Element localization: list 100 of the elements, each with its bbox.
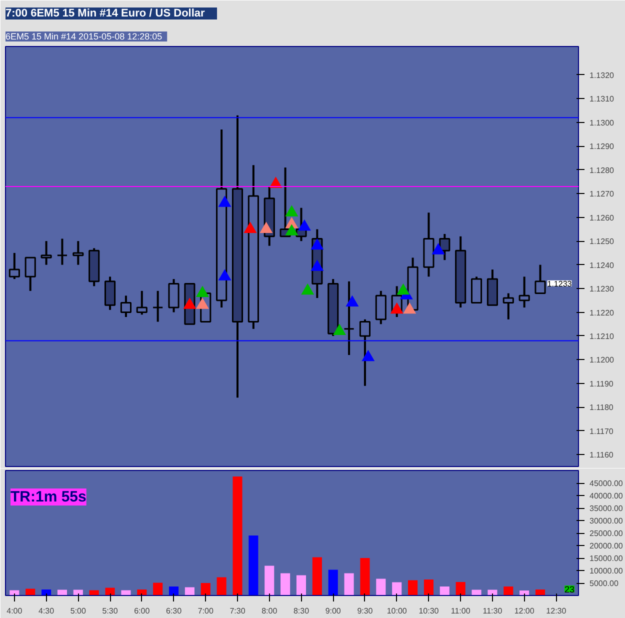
chart-subtitle: 6EM5 15 Min #14 2015-05-08 12:28:05 xyxy=(6,32,162,42)
point xyxy=(362,350,375,362)
candlestick xyxy=(439,232,450,262)
bar xyxy=(200,583,210,596)
x-tick-label: 12:00 xyxy=(514,606,535,616)
bar xyxy=(472,590,482,596)
x-tick-label: 4:00 xyxy=(6,606,23,616)
y-tick-label: 1.1160 xyxy=(590,450,614,460)
bar xyxy=(264,566,274,596)
y-tick-label: 1.1290 xyxy=(590,142,615,152)
bar xyxy=(328,570,338,596)
point xyxy=(301,283,314,295)
point xyxy=(183,298,196,309)
x-tick-label: 5:00 xyxy=(70,606,86,616)
annotation: 1.1233 xyxy=(547,279,572,288)
bar xyxy=(456,582,466,596)
point xyxy=(403,302,416,314)
candlestick xyxy=(24,256,36,292)
x-tick-label: 8:00 xyxy=(262,606,278,616)
candlestick xyxy=(56,238,68,266)
point xyxy=(218,196,232,207)
x-tick-label: 8:30 xyxy=(293,606,310,616)
annotation: TR:1m 55s xyxy=(10,488,86,506)
y-tick-label: 1.1260 xyxy=(590,213,615,222)
bar xyxy=(184,587,194,596)
y-tick-label: 1.1270 xyxy=(590,190,615,199)
bar xyxy=(296,575,306,596)
bar xyxy=(168,586,179,596)
bar xyxy=(248,536,258,596)
bar xyxy=(504,586,514,596)
y-tick-label: 30000.00 xyxy=(590,516,624,526)
x-tick-label: 12:30 xyxy=(546,606,567,616)
candlestick xyxy=(518,276,530,309)
x-tick-label: 4:30 xyxy=(38,606,55,616)
point xyxy=(432,243,445,254)
x-tick-label: 7:00 xyxy=(198,606,214,616)
annotation: 23 xyxy=(564,584,575,594)
candlestick xyxy=(152,290,164,323)
point xyxy=(260,222,273,233)
y-tick-label: 40000.00 xyxy=(590,492,624,500)
candlestick xyxy=(8,252,20,280)
candlestick xyxy=(104,276,116,311)
bar xyxy=(280,573,290,596)
y-tick-label: 20000.00 xyxy=(590,542,624,550)
y-tick-label: 25000.00 xyxy=(590,529,624,538)
y-tick-label: 1.1190 xyxy=(590,379,614,388)
x-tick-label: 9:00 xyxy=(325,606,342,616)
candlestick xyxy=(72,240,84,266)
y-tick-label: 1.1320 xyxy=(590,70,615,80)
bar xyxy=(424,580,434,596)
candlestick xyxy=(534,264,546,294)
x-tick-label: 9:30 xyxy=(357,606,374,616)
point xyxy=(285,205,298,216)
y-tick-label: 1.1210 xyxy=(590,332,615,341)
bar xyxy=(216,577,226,596)
bar xyxy=(344,573,354,596)
x-tick-label: 6:30 xyxy=(166,606,182,616)
x-tick-label: 6:00 xyxy=(134,606,150,616)
bar xyxy=(408,580,418,596)
candlestick xyxy=(40,240,52,266)
x-tick-label: 7:30 xyxy=(230,606,246,616)
bar xyxy=(153,582,163,596)
y-tick-label: 1.1200 xyxy=(590,356,615,365)
y-tick-label: 5000.00 xyxy=(590,579,619,588)
y-tick-label: 10000.00 xyxy=(590,566,624,576)
candlestick xyxy=(470,276,482,304)
point xyxy=(218,269,232,280)
y-tick-label: 1.1170 xyxy=(590,426,614,436)
candlestick xyxy=(359,318,371,387)
y-tick-label: 15000.00 xyxy=(590,554,624,563)
y-tick-label: 1.1240 xyxy=(590,260,615,270)
point xyxy=(196,286,209,298)
bar xyxy=(392,582,402,596)
bar xyxy=(232,476,242,596)
candlestick xyxy=(168,278,180,314)
y-tick-label: 45000.00 xyxy=(590,479,624,488)
point xyxy=(310,238,324,250)
y-tick-label: 1.1280 xyxy=(590,166,615,175)
x-tick-label: 11:30 xyxy=(482,606,503,616)
bar xyxy=(440,586,450,596)
point xyxy=(346,295,359,307)
bar xyxy=(105,588,115,596)
x-tick-label: 5:30 xyxy=(102,606,118,616)
point xyxy=(244,222,257,233)
candlestick xyxy=(375,290,386,326)
bar xyxy=(312,557,322,596)
x-tick-label: 10:00 xyxy=(386,606,408,616)
y-tick-label: 1.1310 xyxy=(590,94,615,104)
candlestick xyxy=(120,294,132,318)
y-tick-label: 1.1220 xyxy=(590,308,615,318)
chart-title: 7:00 6EM5 15 Min #14 Euro / US Dollar xyxy=(6,8,206,20)
bar xyxy=(360,558,370,596)
y-tick-label: 1.1180 xyxy=(590,403,614,412)
point xyxy=(332,324,346,335)
point xyxy=(396,283,410,295)
candlestick xyxy=(344,280,355,356)
bar xyxy=(376,578,386,596)
x-tick-label: 11:00 xyxy=(450,606,471,616)
point xyxy=(310,260,324,271)
x-tick-label: 10:30 xyxy=(418,606,440,616)
